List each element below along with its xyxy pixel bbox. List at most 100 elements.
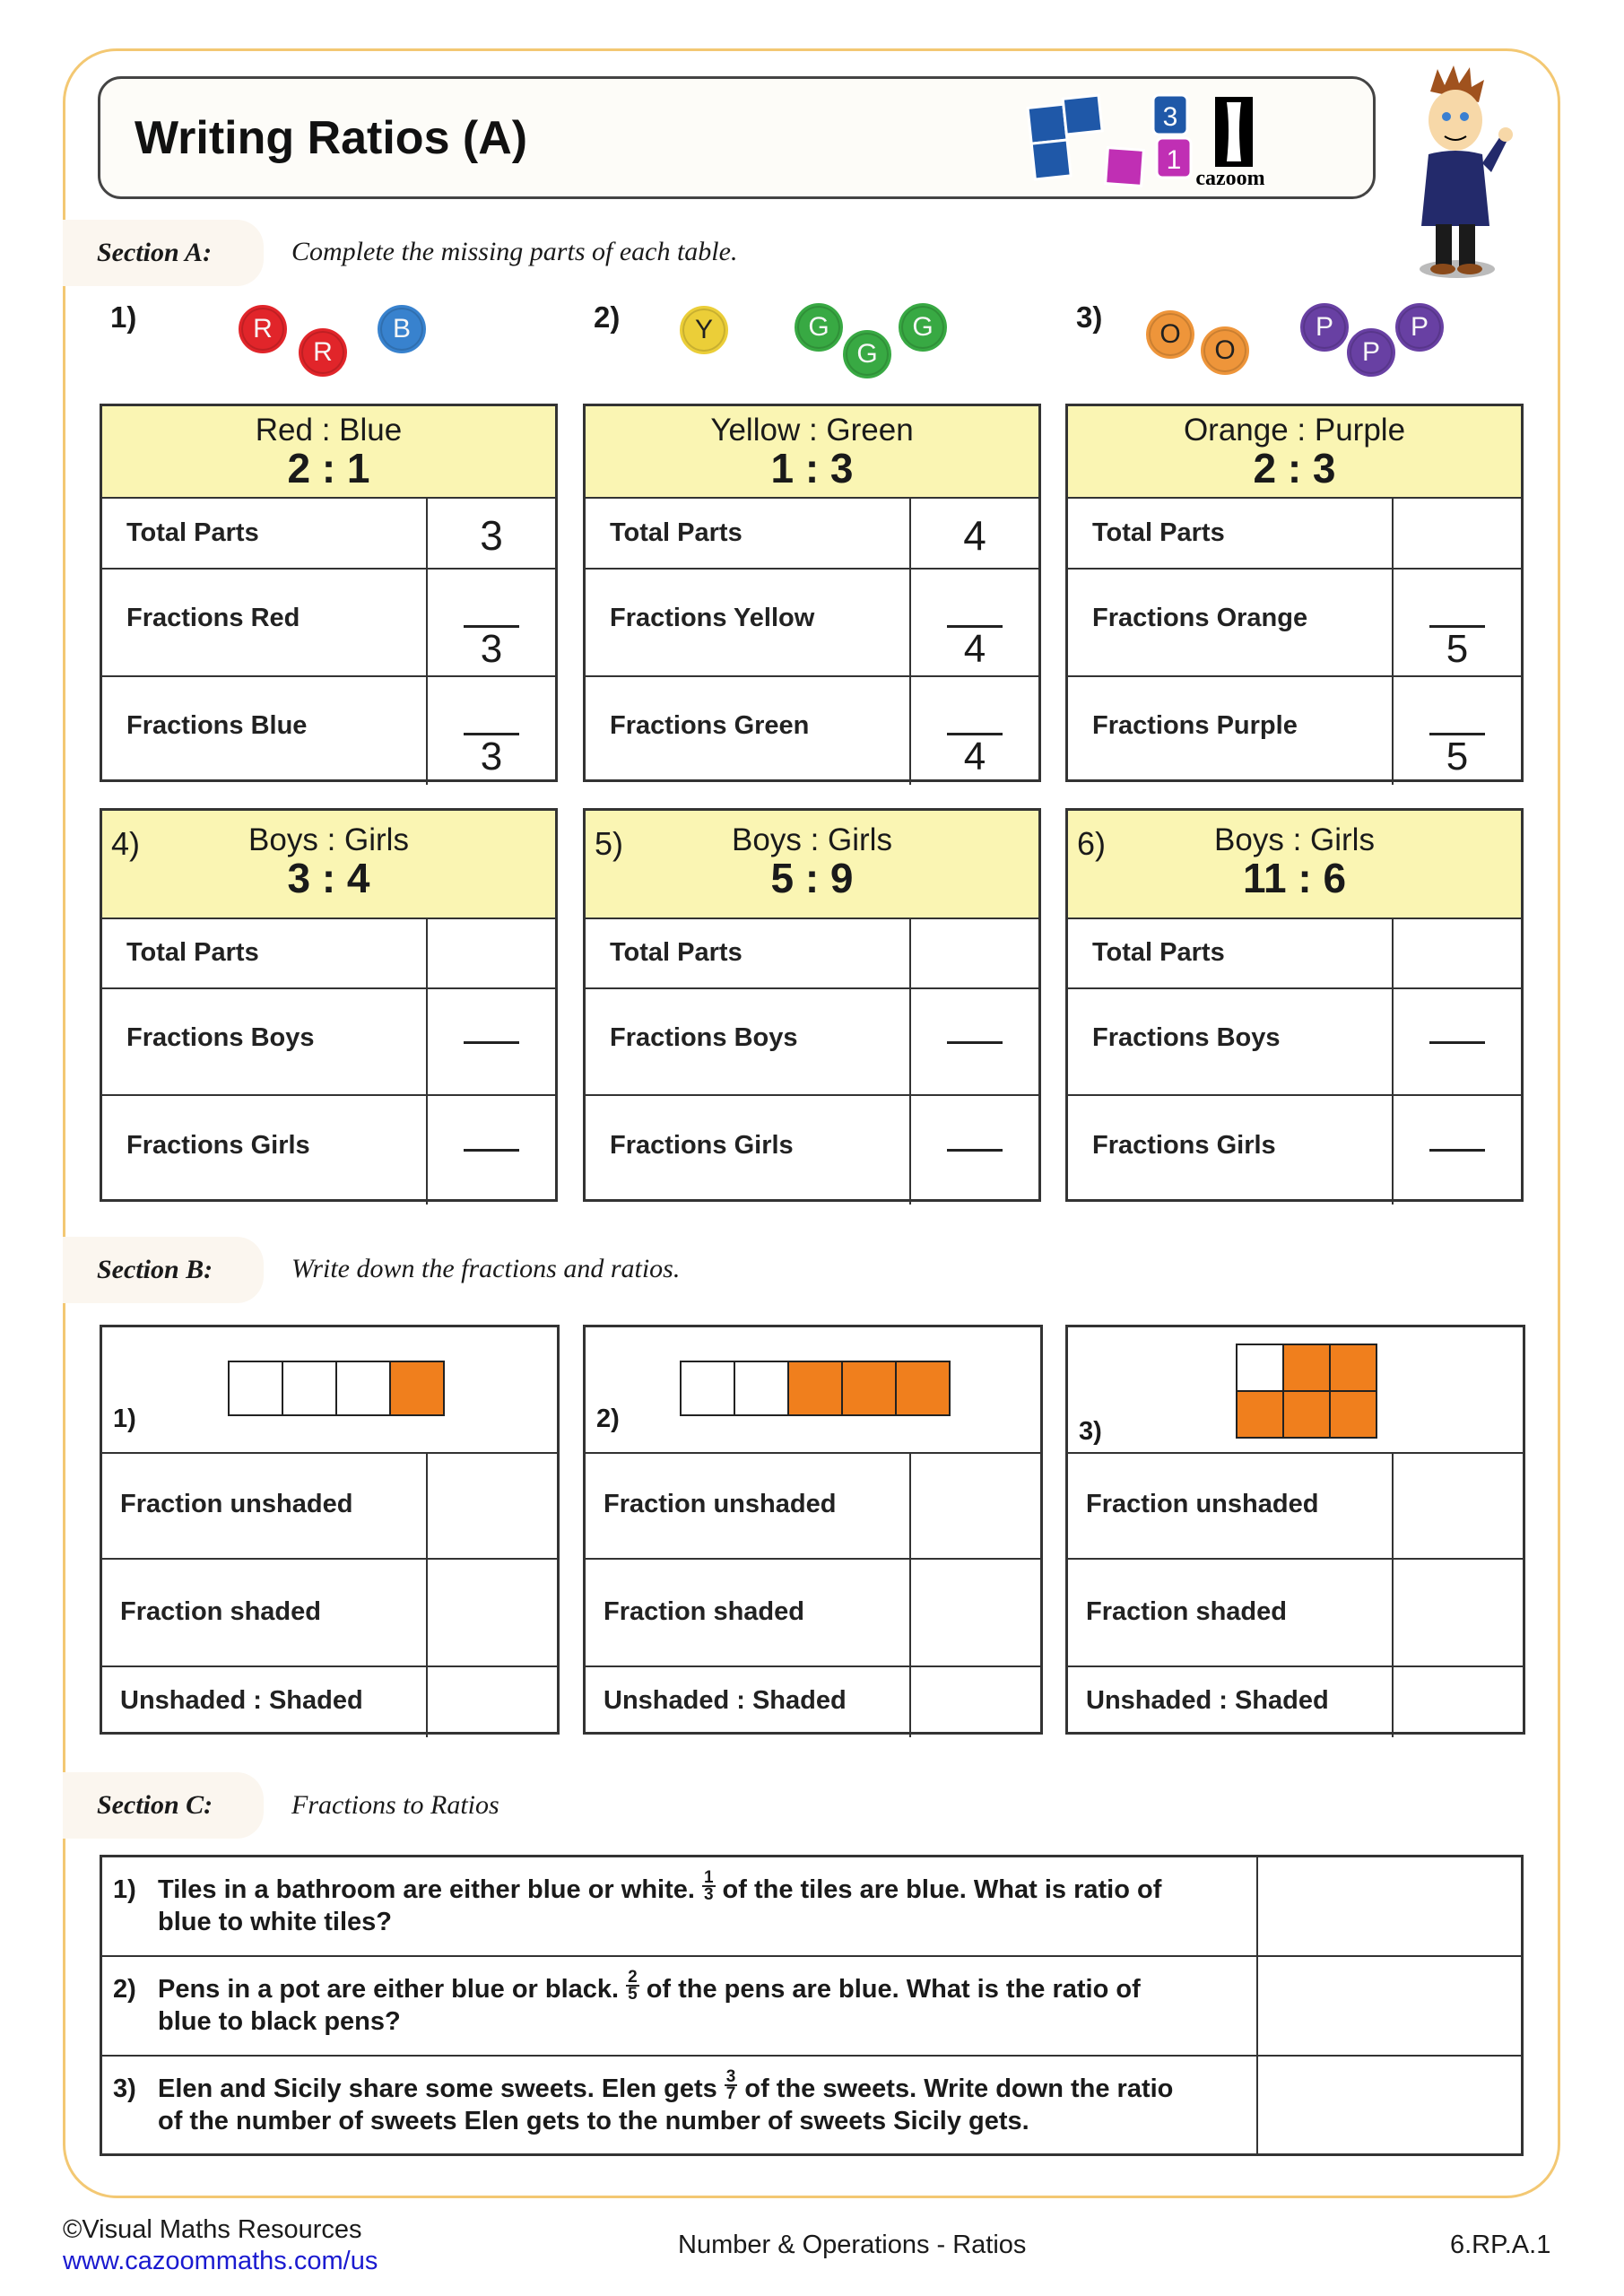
total-value: 4	[963, 511, 986, 559]
answer-cell[interactable]: 5	[1392, 677, 1521, 785]
svg-text:cazoom!: cazoom!	[1195, 167, 1264, 190]
answer-cell[interactable]	[1392, 989, 1521, 1094]
row-label: Total Parts	[610, 938, 743, 967]
footer-topic: Number & Operations - Ratios	[678, 2231, 1027, 2259]
question-text: Pens in a pot are either blue or black. 2…	[158, 1969, 1141, 2005]
shaded-square	[1236, 1390, 1284, 1439]
counter-circle: Y	[680, 306, 728, 354]
fraction-denominator: 3	[480, 627, 503, 671]
page-title: Writing Ratios (A)	[135, 112, 528, 164]
table-row: Fractions Girls	[102, 1096, 555, 1205]
answer-cell[interactable]	[909, 1096, 1038, 1205]
shaded-square	[1329, 1344, 1377, 1392]
answer-cell[interactable]	[1392, 1667, 1523, 1737]
shading-table: 3) Fraction unshaded Fraction shaded Unshad…	[1065, 1325, 1525, 1737]
answer-cell[interactable]	[1256, 1857, 1521, 1955]
table-header: 6) Boys : Girls 11 : 6	[1068, 811, 1521, 919]
section-c-label: Section C:	[63, 1772, 264, 1839]
row-label: Fraction shaded	[120, 1597, 321, 1626]
total-value: 3	[480, 511, 503, 559]
shaded-square	[389, 1361, 445, 1416]
answer-cell[interactable]	[1392, 1560, 1523, 1665]
answer-cell[interactable]	[909, 1667, 1040, 1737]
question-number: 3)	[113, 2074, 136, 2103]
table-header: Orange : Purple 2 : 3	[1068, 406, 1521, 499]
answer-cell[interactable]	[1392, 919, 1521, 987]
ratio-names: Red : Blue	[255, 413, 403, 448]
answer-cell[interactable]	[1392, 1452, 1523, 1558]
answer-cell[interactable]	[1256, 2057, 1521, 2156]
answer-cell[interactable]	[909, 1452, 1040, 1558]
shading-table: 1) Fraction unshaded Fraction shaded Unshad…	[100, 1325, 560, 1737]
fraction-numerator: 1	[701, 1867, 716, 1887]
problem-number: 5)	[595, 825, 624, 862]
answer-cell[interactable]: 3	[426, 570, 555, 675]
table-row: Fractions Orange 5	[1068, 570, 1521, 677]
answer-cell[interactable]	[909, 1560, 1040, 1665]
question-number: 2)	[113, 1975, 136, 2004]
shading-table: 2) Fraction unshaded Fraction shaded Unshad…	[583, 1325, 1043, 1737]
divider	[102, 1452, 557, 1454]
answer-cell[interactable]	[1256, 1957, 1521, 2055]
question-row: 2) Pens in a pot are either blue or black…	[102, 1957, 1521, 2057]
question-number: 1)	[113, 1875, 136, 1904]
answer-cell[interactable]	[426, 1667, 557, 1737]
answer-cell[interactable]	[426, 1560, 557, 1665]
table-row: Fractions Yellow 4	[586, 570, 1038, 677]
ratio-value: 11 : 6	[1242, 855, 1347, 901]
answer-cell[interactable]	[1392, 499, 1521, 568]
fraction-bar	[1429, 1148, 1485, 1152]
answer-cell[interactable]: 4	[909, 677, 1038, 785]
section-a-instruction: Complete the missing parts of each table…	[291, 237, 738, 266]
answer-cell[interactable]	[909, 919, 1038, 987]
problem-number: 2)	[594, 300, 621, 334]
fraction-denominator: 3	[703, 1884, 714, 1904]
answer-cell[interactable]	[426, 919, 555, 987]
footer-link[interactable]: www.cazoommaths.com/us	[63, 2247, 378, 2275]
table-row: Fraction unshaded	[586, 1452, 1040, 1560]
counter-circle: O	[1146, 310, 1194, 359]
answer-cell[interactable]	[426, 1452, 557, 1558]
table-row: Fractions Boys	[1068, 989, 1521, 1096]
unshaded-square	[228, 1361, 283, 1416]
fraction-bar	[464, 1148, 519, 1152]
answer-cell[interactable]: 4	[909, 499, 1038, 568]
ratio-table: 6) Boys : Girls 11 : 6 Total Parts Fractions…	[1065, 808, 1524, 1205]
answer-cell[interactable]	[426, 989, 555, 1094]
table-row: Total Parts	[1068, 919, 1521, 989]
table-header: Red : Blue 2 : 1	[102, 406, 555, 499]
row-label: Fractions Girls	[1092, 1130, 1276, 1160]
fraction-denominator: 5	[628, 1984, 638, 2004]
shaded-square	[787, 1361, 843, 1416]
answer-cell[interactable]: 4	[909, 570, 1038, 675]
ratio-table: Yellow : Green 1 : 3 Total Parts 4 Fractions…	[583, 404, 1041, 785]
row-label: Fractions Orange	[1092, 604, 1308, 632]
question-row: 3) Elen and Sicily share some sweets. Ele…	[102, 2057, 1521, 2156]
answer-cell[interactable]: 3	[426, 499, 555, 568]
table-row: Total Parts	[102, 919, 555, 989]
cazoom-logo: 3 1 cazoom!	[1026, 93, 1264, 190]
answer-cell[interactable]	[1392, 1096, 1521, 1205]
table-row: Unshaded : Shaded	[102, 1667, 557, 1737]
cartoon-boy-mascot	[1420, 65, 1513, 278]
fraction-bar	[1429, 625, 1485, 628]
answer-cell[interactable]	[909, 989, 1038, 1094]
row-label: Fractions Green	[610, 711, 810, 740]
question-text: Tiles in a bathroom are either blue or w…	[158, 1869, 1162, 1905]
ratio-table: 5) Boys : Girls 5 : 9 Total Parts Fractions …	[583, 808, 1041, 1205]
ratio-table: 4) Boys : Girls 3 : 4 Total Parts Fractions …	[100, 808, 558, 1205]
fraction-bar	[947, 625, 1003, 628]
table-row: Total Parts	[586, 919, 1038, 989]
counter-circle: G	[899, 303, 947, 352]
answer-cell[interactable]	[426, 1096, 555, 1205]
answer-cell[interactable]: 5	[1392, 570, 1521, 675]
fraction-bar	[464, 1040, 519, 1044]
answer-cell[interactable]: 3	[426, 677, 555, 785]
fraction-bar	[947, 1040, 1003, 1044]
question-text-end: of the tiles are blue. What is ratio of	[722, 1875, 1162, 1904]
fraction-bar	[464, 733, 519, 735]
section-b-instruction: Write down the fractions and ratios.	[291, 1254, 681, 1283]
row-label: Fractions Girls	[610, 1130, 794, 1160]
shaded-square	[1282, 1344, 1331, 1392]
table-row: Total Parts 4	[586, 499, 1038, 570]
